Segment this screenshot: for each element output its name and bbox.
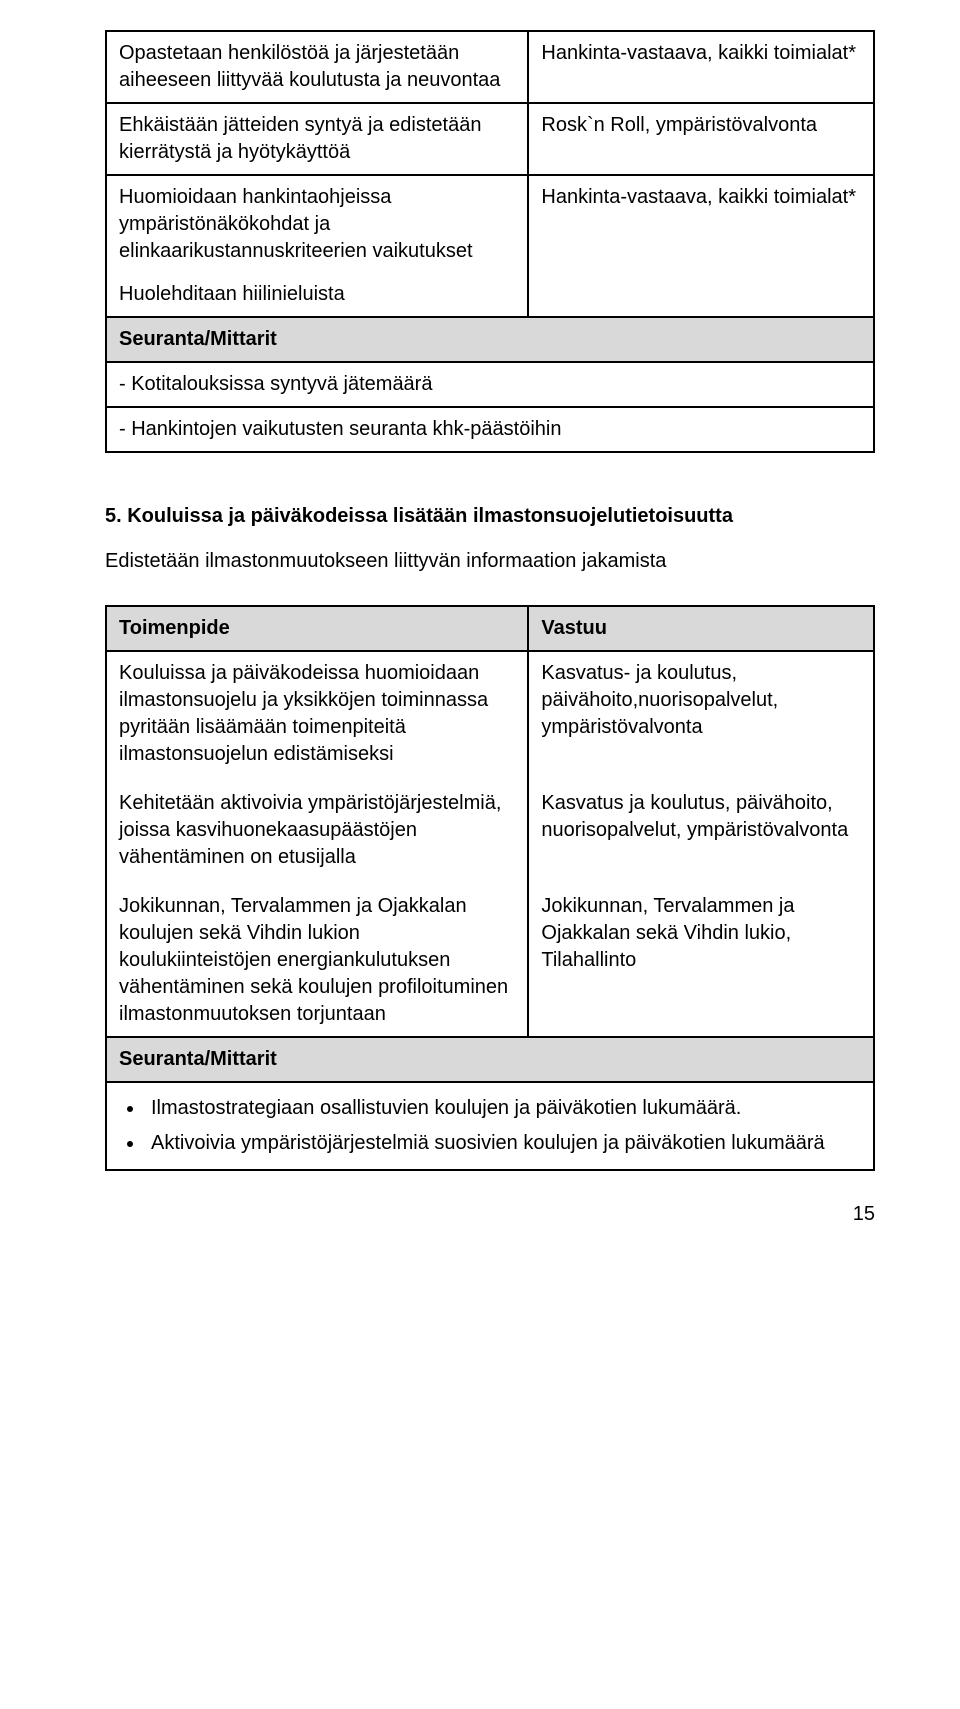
t2-r1-left: Kehitetään aktivoivia ympäristöjärjestel… <box>106 776 528 879</box>
t2-bullet-0: Ilmastostrategiaan osallistuvien kouluje… <box>145 1091 861 1126</box>
t2-r0-right: Kasvatus- ja koulutus, päivähoito,nuoris… <box>528 651 874 776</box>
t1-r0-left: Opastetaan henkilöstöä ja järjestetään a… <box>106 31 528 103</box>
section5-intro: Edistetään ilmastonmuutokseen liittyvän … <box>105 548 875 575</box>
t2-r1-right: Kasvatus ja koulutus, päivähoito, nuoris… <box>528 776 874 879</box>
t1-r3-left: Huolehditaan hiilinieluista <box>106 273 528 317</box>
t1-metric-0: - Kotitalouksissa syntyvä jätemäärä <box>106 362 874 407</box>
t2-r2-left: Jokikunnan, Tervalammen ja Ojakkalan kou… <box>106 879 528 1037</box>
t2-bullet-1: Aktivoivia ympäristöjärjestelmiä suosivi… <box>145 1126 861 1161</box>
t1-r1-right: Rosk`n Roll, ympäristövalvonta <box>528 103 874 175</box>
t2-bullets-wrap: Ilmastostrategiaan osallistuvien kouluje… <box>106 1082 874 1170</box>
t1-r2-right: Hankinta-vastaava, kaikki toimialat* <box>528 175 874 273</box>
section5-heading: 5. Kouluissa ja päiväkodeissa lisätään i… <box>105 503 875 530</box>
t2-r0-left: Kouluissa ja päiväkodeissa huomioidaan i… <box>106 651 528 776</box>
t2-bullet-list: Ilmastostrategiaan osallistuvien kouluje… <box>107 1091 861 1161</box>
t2-r2-right: Jokikunnan, Tervalammen ja Ojakkalan sek… <box>528 879 874 1037</box>
t1-r3-right <box>528 273 874 317</box>
t2-header-left: Toimenpide <box>106 606 528 651</box>
page-number: 15 <box>105 1201 875 1228</box>
t1-r1-left: Ehkäistään jätteiden syntyä ja edistetää… <box>106 103 528 175</box>
table-1: Opastetaan henkilöstöä ja järjestetään a… <box>105 30 875 453</box>
t1-seuranta-header: Seuranta/Mittarit <box>106 317 874 362</box>
t1-r0-right: Hankinta-vastaava, kaikki toimialat* <box>528 31 874 103</box>
t1-metric-1: - Hankintojen vaikutusten seuranta khk-p… <box>106 407 874 452</box>
t1-r2-left: Huomioidaan hankintaohjeissa ympäristönä… <box>106 175 528 273</box>
table-2: Toimenpide Vastuu Kouluissa ja päiväkode… <box>105 605 875 1171</box>
t2-seuranta-header: Seuranta/Mittarit <box>106 1037 874 1082</box>
t2-header-right: Vastuu <box>528 606 874 651</box>
